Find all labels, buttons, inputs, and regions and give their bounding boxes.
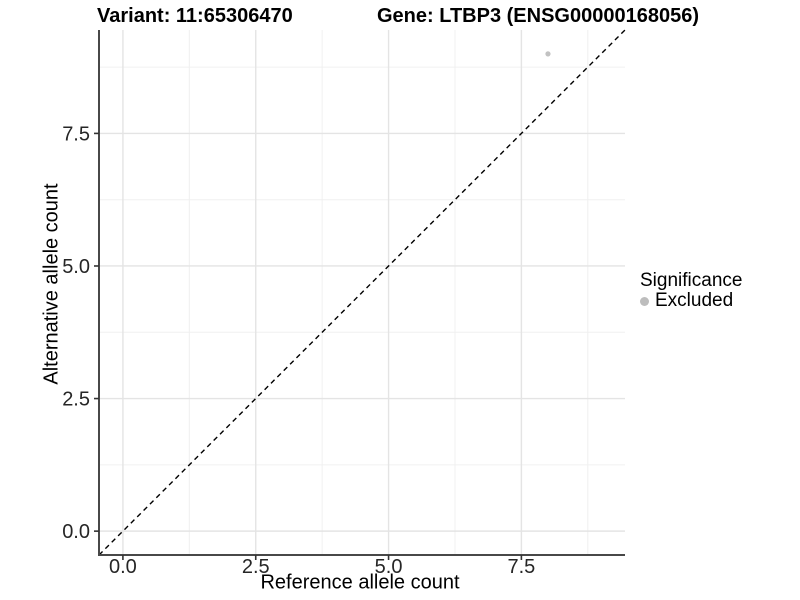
x-tick-label: 0.0 — [109, 556, 137, 578]
legend: Significance Excluded — [638, 271, 742, 311]
y-tick-label: 7.5 — [62, 123, 90, 145]
legend-title: Significance — [640, 270, 743, 291]
x-tick-label: 2.5 — [242, 556, 270, 578]
y-tick-label: 2.5 — [62, 389, 90, 411]
y-tick-label: 5.0 — [62, 256, 90, 278]
variant-title: Variant: 11:65306470 — [97, 5, 293, 27]
y-tick-label: 0.0 — [62, 521, 90, 543]
legend-item-excluded: Excluded — [640, 291, 742, 311]
data-point — [545, 51, 551, 57]
excluded-point-icon — [640, 296, 649, 306]
x-axis-title: Reference allele count — [260, 571, 460, 594]
gene-title: Gene: LTBP3 (ENSG00000168056) — [377, 5, 700, 27]
identity-dashed-line — [98, 29, 626, 556]
legend-item-label: Excluded — [655, 290, 734, 311]
x-tick-label: 5.0 — [375, 556, 403, 578]
x-tick-label: 7.5 — [507, 556, 535, 578]
y-axis-title: Alternative allele count — [40, 183, 63, 385]
